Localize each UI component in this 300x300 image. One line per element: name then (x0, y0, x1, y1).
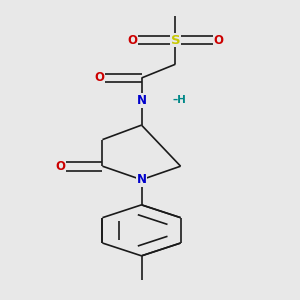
Text: O: O (127, 34, 137, 46)
Text: S: S (171, 34, 180, 46)
Text: –H: –H (172, 95, 186, 106)
Text: O: O (55, 160, 65, 173)
Text: O: O (214, 34, 224, 46)
Text: N: N (136, 94, 146, 107)
Text: N: N (136, 173, 146, 186)
Text: O: O (94, 71, 104, 85)
